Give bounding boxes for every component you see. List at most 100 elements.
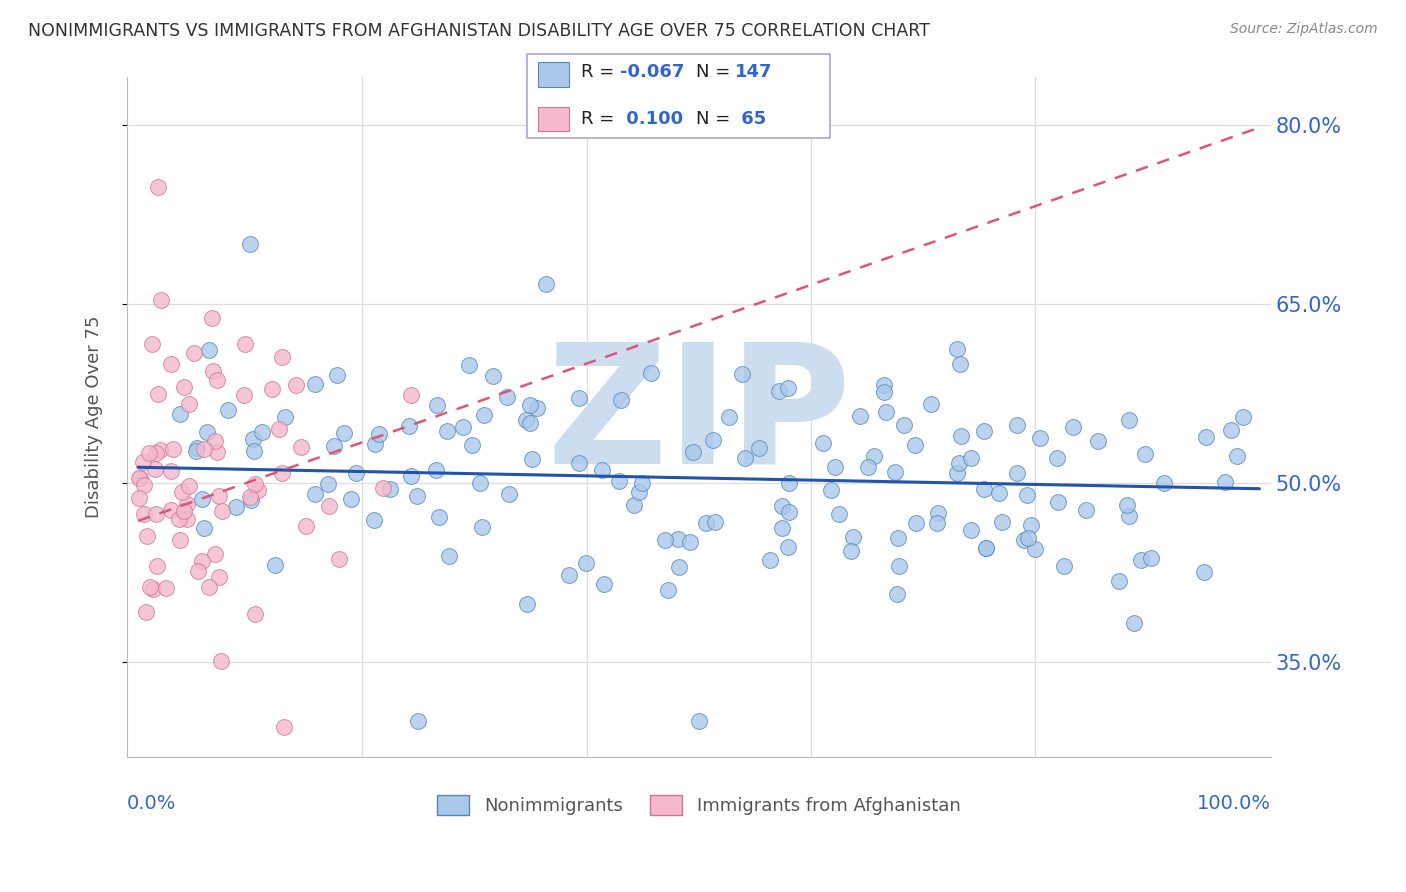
- Text: 100.0%: 100.0%: [1197, 795, 1271, 814]
- Point: [886, 587, 908, 601]
- Point: [250, 425, 273, 440]
- Point: [177, 479, 200, 493]
- Point: [363, 513, 385, 527]
- Point: [128, 471, 150, 485]
- Point: [1046, 450, 1069, 465]
- Point: [179, 396, 201, 410]
- Point: [373, 481, 395, 495]
- Point: [702, 433, 724, 447]
- Point: [1118, 413, 1140, 427]
- Point: [734, 451, 756, 466]
- Point: [1220, 423, 1243, 437]
- Point: [1232, 410, 1254, 425]
- Point: [688, 714, 710, 729]
- Point: [758, 553, 780, 567]
- Point: [169, 408, 191, 422]
- Point: [132, 477, 155, 491]
- Point: [143, 461, 166, 475]
- Point: [974, 541, 997, 555]
- Point: [239, 237, 262, 252]
- Point: [828, 507, 851, 521]
- Point: [1046, 494, 1069, 508]
- Point: [322, 439, 344, 453]
- Point: [640, 366, 662, 380]
- Point: [425, 463, 447, 477]
- Text: NONIMMIGRANTS VS IMMIGRANTS FROM AFGHANISTAN DISABILITY AGE OVER 75 CORRELATION : NONIMMIGRANTS VS IMMIGRANTS FROM AFGHANI…: [28, 22, 929, 40]
- Point: [1118, 509, 1140, 524]
- Point: [184, 444, 207, 458]
- Point: [498, 486, 520, 500]
- Point: [973, 424, 995, 438]
- Point: [927, 516, 949, 531]
- Point: [145, 558, 167, 573]
- Point: [471, 519, 494, 533]
- Point: [495, 390, 517, 404]
- Point: [198, 580, 221, 594]
- Point: [142, 582, 165, 596]
- Point: [813, 435, 835, 450]
- Point: [270, 466, 292, 480]
- Point: [273, 720, 295, 734]
- Point: [1024, 541, 1046, 556]
- Point: [558, 567, 581, 582]
- Point: [132, 507, 155, 521]
- Point: [1087, 434, 1109, 449]
- Text: N =: N =: [696, 110, 735, 128]
- Point: [135, 605, 157, 619]
- Point: [193, 521, 215, 535]
- Point: [1076, 503, 1098, 517]
- Point: [515, 413, 537, 427]
- Point: [839, 544, 862, 558]
- Point: [208, 570, 231, 584]
- Point: [145, 446, 167, 460]
- Point: [170, 484, 193, 499]
- Point: [136, 528, 159, 542]
- Point: [328, 552, 350, 566]
- Point: [1017, 531, 1039, 545]
- Point: [427, 509, 450, 524]
- Point: [451, 419, 474, 434]
- Point: [991, 515, 1014, 529]
- Point: [657, 583, 679, 598]
- Point: [191, 554, 214, 568]
- Point: [128, 491, 150, 505]
- Point: [592, 576, 614, 591]
- Point: [824, 459, 846, 474]
- Point: [426, 398, 449, 412]
- Point: [628, 484, 651, 499]
- Point: [202, 364, 225, 378]
- Point: [718, 410, 741, 425]
- Point: [304, 376, 326, 391]
- Point: [408, 714, 430, 729]
- Point: [575, 556, 598, 570]
- Point: [987, 486, 1010, 500]
- Text: 0.0%: 0.0%: [127, 795, 176, 814]
- Point: [568, 456, 591, 470]
- Point: [461, 438, 484, 452]
- Point: [149, 443, 172, 458]
- Point: [610, 393, 633, 408]
- Point: [776, 381, 799, 395]
- Point: [778, 475, 800, 490]
- Point: [204, 547, 226, 561]
- Point: [295, 519, 318, 533]
- Point: [472, 408, 495, 422]
- Point: [138, 446, 160, 460]
- Point: [148, 180, 170, 194]
- Point: [1140, 550, 1163, 565]
- Point: [340, 492, 363, 507]
- Point: [820, 483, 842, 497]
- Point: [841, 530, 863, 544]
- Point: [207, 373, 229, 387]
- Text: N =: N =: [696, 63, 735, 81]
- Point: [1215, 475, 1237, 489]
- Point: [173, 380, 195, 394]
- Point: [770, 520, 793, 534]
- Text: Source: ZipAtlas.com: Source: ZipAtlas.com: [1230, 22, 1378, 37]
- Point: [131, 455, 153, 469]
- Point: [654, 533, 676, 548]
- Point: [591, 463, 613, 477]
- Point: [768, 384, 790, 399]
- Point: [162, 442, 184, 456]
- Point: [364, 436, 387, 450]
